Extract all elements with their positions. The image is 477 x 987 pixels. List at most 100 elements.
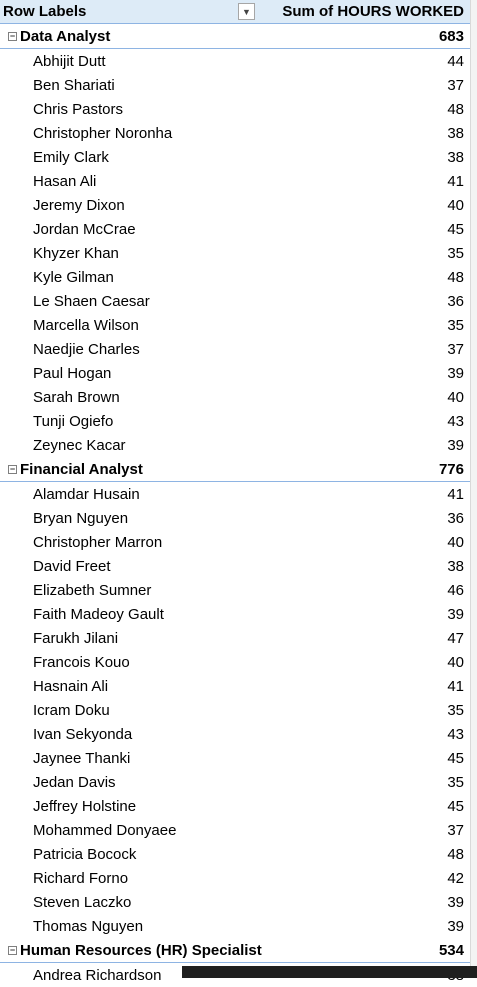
collapse-toggle-icon[interactable]: − bbox=[8, 30, 17, 41]
row-value: 45 bbox=[447, 797, 464, 815]
table-row[interactable]: Alamdar Husain 41 bbox=[0, 482, 470, 506]
row-value: 40 bbox=[447, 653, 464, 671]
table-row[interactable]: Tunji Ogiefo 43 bbox=[0, 409, 470, 433]
row-value: 39 bbox=[447, 917, 464, 935]
collapse-toggle-icon[interactable]: − bbox=[8, 463, 17, 474]
table-row[interactable]: Bryan Nguyen 36 bbox=[0, 506, 470, 530]
filter-dropdown-icon[interactable]: ▼ bbox=[238, 3, 255, 20]
row-label: Marcella Wilson bbox=[33, 316, 139, 334]
group-name: Human Resources (HR) Specialist bbox=[20, 941, 262, 959]
row-value: 48 bbox=[447, 845, 464, 863]
table-row[interactable]: Hasnain Ali 41 bbox=[0, 674, 470, 698]
row-label: Elizabeth Sumner bbox=[33, 581, 152, 599]
table-row[interactable]: Jedan Davis 35 bbox=[0, 770, 470, 794]
row-value: 46 bbox=[447, 581, 464, 599]
row-label: Icram Doku bbox=[33, 701, 110, 719]
row-value: 40 bbox=[447, 388, 464, 406]
row-value: 45 bbox=[447, 220, 464, 238]
row-label: Ben Shariati bbox=[33, 76, 115, 94]
row-label: Patricia Bocock bbox=[33, 845, 137, 863]
row-label: Faith Madeoy Gault bbox=[33, 605, 164, 623]
row-value: 39 bbox=[447, 605, 464, 623]
table-row[interactable]: Marcella Wilson 35 bbox=[0, 313, 470, 337]
row-value: 36 bbox=[447, 509, 464, 527]
table-row[interactable]: Emily Clark 38 bbox=[0, 145, 470, 169]
table-row[interactable]: Ben Shariati 37 bbox=[0, 73, 470, 97]
collapse-toggle-icon[interactable]: − bbox=[8, 944, 17, 955]
table-row[interactable]: Richard Forno 42 bbox=[0, 866, 470, 890]
table-row[interactable]: Thomas Nguyen 39 bbox=[0, 914, 470, 938]
row-value: 40 bbox=[447, 533, 464, 551]
row-label: Sarah Brown bbox=[33, 388, 120, 406]
row-labels-header[interactable]: Row Labels ▼ bbox=[0, 3, 259, 20]
table-row[interactable]: Jaynee Thanki 45 bbox=[0, 746, 470, 770]
row-value: 35 bbox=[447, 701, 464, 719]
row-value: 36 bbox=[447, 292, 464, 310]
table-row[interactable]: Farukh Jilani 47 bbox=[0, 626, 470, 650]
table-row[interactable]: Naedjie Charles 37 bbox=[0, 337, 470, 361]
row-label: Thomas Nguyen bbox=[33, 917, 144, 935]
row-label: Hasan Ali bbox=[33, 172, 97, 190]
group-row[interactable]: − Financial Analyst 776 bbox=[0, 457, 470, 482]
row-label: Abhijit Dutt bbox=[33, 52, 106, 70]
row-label: Tunji Ogiefo bbox=[33, 412, 114, 430]
group-total: 683 bbox=[438, 27, 464, 45]
pivot-header-row: Row Labels ▼ Sum of HOURS WORKED bbox=[0, 0, 470, 24]
group-total: 776 bbox=[438, 460, 464, 478]
row-value: 43 bbox=[447, 725, 464, 743]
row-value: 39 bbox=[447, 893, 464, 911]
group-row[interactable]: − Data Analyst 683 bbox=[0, 24, 470, 49]
table-row[interactable]: Christopher Noronha 38 bbox=[0, 121, 470, 145]
group-name: Data Analyst bbox=[20, 27, 111, 45]
table-row[interactable]: Mohammed Donyaee 37 bbox=[0, 818, 470, 842]
row-value: 35 bbox=[447, 773, 464, 791]
table-row[interactable]: Jeremy Dixon 40 bbox=[0, 193, 470, 217]
row-label: Farukh Jilani bbox=[33, 629, 119, 647]
row-value: 38 bbox=[447, 557, 464, 575]
row-label: Naedjie Charles bbox=[33, 340, 140, 358]
row-value: 43 bbox=[447, 412, 464, 430]
row-label: Jaynee Thanki bbox=[33, 749, 131, 767]
table-row[interactable]: Steven Laczko 39 bbox=[0, 890, 470, 914]
table-row[interactable]: Ivan Sekyonda 43 bbox=[0, 722, 470, 746]
row-label: Francois Kouo bbox=[33, 653, 130, 671]
row-label: Hasnain Ali bbox=[33, 677, 109, 695]
row-label: Jeremy Dixon bbox=[33, 196, 125, 214]
table-row[interactable]: Hasan Ali 41 bbox=[0, 169, 470, 193]
table-row[interactable]: David Freet 38 bbox=[0, 554, 470, 578]
table-row[interactable]: Patricia Bocock 48 bbox=[0, 842, 470, 866]
row-value: 40 bbox=[447, 196, 464, 214]
group-name: Financial Analyst bbox=[20, 460, 143, 478]
row-value: 42 bbox=[447, 869, 464, 887]
table-row[interactable]: Le Shaen Caesar 36 bbox=[0, 289, 470, 313]
table-row[interactable]: Khyzer Khan 35 bbox=[0, 241, 470, 265]
value-field-header[interactable]: Sum of HOURS WORKED bbox=[282, 3, 464, 20]
row-label: Steven Laczko bbox=[33, 893, 132, 911]
group-row[interactable]: − Human Resources (HR) Specialist 534 bbox=[0, 938, 470, 963]
table-row[interactable]: Abhijit Dutt 44 bbox=[0, 49, 470, 73]
row-value: 48 bbox=[447, 100, 464, 118]
vertical-scrollbar[interactable] bbox=[470, 0, 477, 978]
table-row[interactable]: Icram Doku 35 bbox=[0, 698, 470, 722]
row-label: David Freet bbox=[33, 557, 111, 575]
table-row[interactable]: Francois Kouo 40 bbox=[0, 650, 470, 674]
table-row[interactable]: Zeynec Kacar 39 bbox=[0, 433, 470, 457]
table-row[interactable]: Christopher Marron 40 bbox=[0, 530, 470, 554]
row-label: Jordan McCrae bbox=[33, 220, 136, 238]
table-row[interactable]: Kyle Gilman 48 bbox=[0, 265, 470, 289]
row-label: Christopher Noronha bbox=[33, 124, 173, 142]
row-value: 41 bbox=[447, 677, 464, 695]
table-row[interactable]: Paul Hogan 39 bbox=[0, 361, 470, 385]
table-row[interactable]: Chris Pastors 48 bbox=[0, 97, 470, 121]
table-row[interactable]: Sarah Brown 40 bbox=[0, 385, 470, 409]
row-value: 39 bbox=[447, 436, 464, 454]
row-label: Zeynec Kacar bbox=[33, 436, 126, 454]
row-value: 44 bbox=[447, 52, 464, 70]
table-row[interactable]: Jeffrey Holstine 45 bbox=[0, 794, 470, 818]
table-row[interactable]: Jordan McCrae 45 bbox=[0, 217, 470, 241]
table-row[interactable]: Elizabeth Sumner 46 bbox=[0, 578, 470, 602]
row-value: 41 bbox=[447, 485, 464, 503]
row-value: 35 bbox=[447, 244, 464, 262]
table-row[interactable]: Faith Madeoy Gault 39 bbox=[0, 602, 470, 626]
row-value: 35 bbox=[447, 316, 464, 334]
